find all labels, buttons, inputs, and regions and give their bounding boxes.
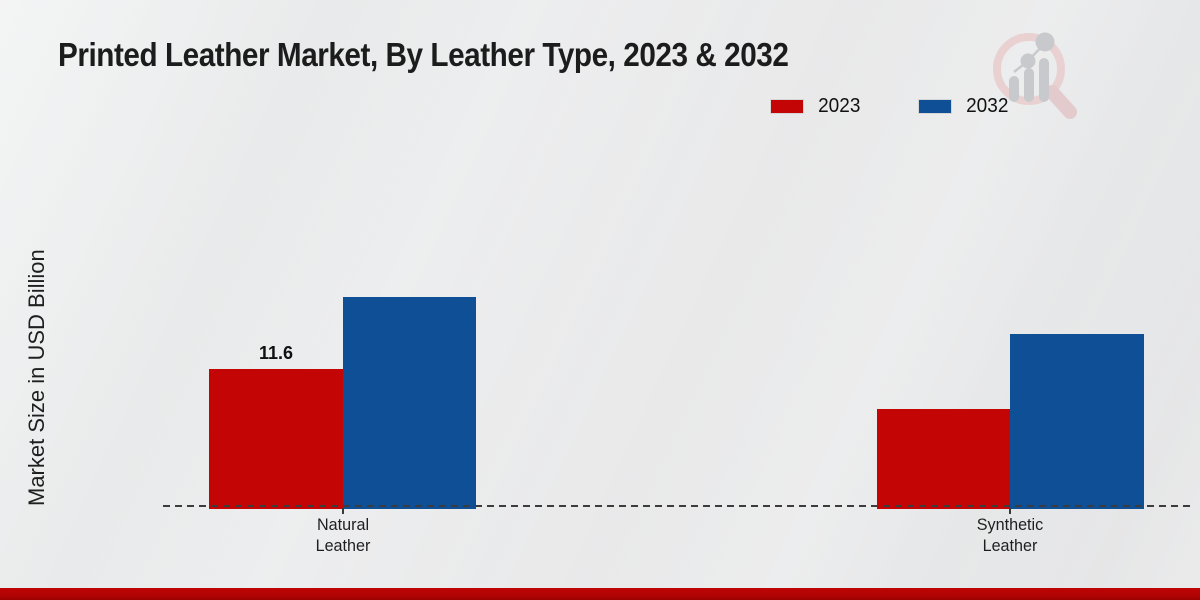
bar-2023-synthetic-leather: [876, 408, 1010, 509]
bar-2032-synthetic-leather: [1010, 333, 1144, 509]
legend-label-2032: 2032: [965, 94, 1008, 117]
x-axis-tick-synthetic-leather: [1009, 508, 1011, 514]
x-axis-baseline: [163, 505, 1191, 508]
bar-2032-natural-leather: [342, 297, 476, 509]
bar-value-label-2023-natural-leather: 11.6: [258, 342, 294, 363]
legend-swatch-2023: [770, 98, 804, 114]
bottom-stripe: [0, 588, 1200, 600]
legend-label-2023: 2023: [818, 94, 861, 117]
legend: 2023 2032: [770, 92, 1009, 120]
legend-item-2032: 2032: [917, 94, 1010, 118]
magnifier-bar-chart-logo-icon: [993, 32, 1077, 119]
bar-2023-natural-leather: [209, 368, 343, 509]
x-category-label-natural-leather: Natural Leather: [315, 515, 370, 555]
x-category-label-synthetic-leather: Synthetic Leather: [976, 515, 1044, 555]
x-axis-tick-natural-leather: [341, 508, 344, 514]
legend-item-2023: 2023: [770, 95, 862, 118]
chart-title: Printed Leather Market, By Leather Type,…: [58, 36, 789, 73]
legend-swatch-2032: [917, 98, 952, 114]
